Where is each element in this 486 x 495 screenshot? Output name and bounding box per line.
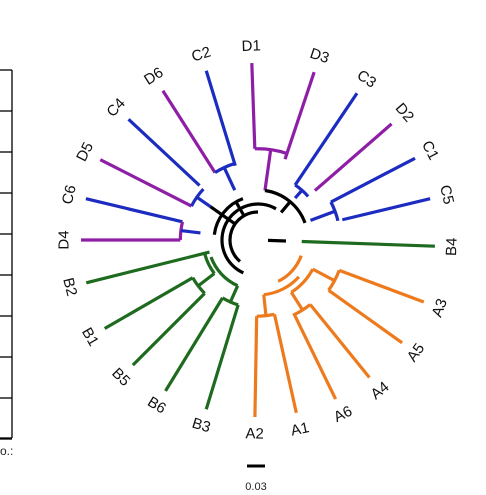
branch-a5: [327, 289, 404, 345]
branch-c1: [330, 156, 416, 204]
branch-c2: [204, 70, 237, 167]
backbone-spoke-upper: [279, 200, 292, 214]
leaf-label-a3: A3: [429, 296, 451, 319]
leaf-label-d1: D1: [241, 37, 261, 55]
spoke-b5-b1: [197, 272, 216, 288]
leaf-label-b6: B6: [144, 393, 169, 417]
connector-a-upper: [290, 268, 315, 294]
tree-branches: [81, 63, 435, 418]
leaf-label-b3: B3: [190, 415, 213, 437]
spoke-a3-a5: [311, 267, 336, 283]
spoke-d4-c6: [180, 228, 201, 235]
leaf-label-c2: C2: [190, 44, 213, 66]
branch-c5: [341, 197, 431, 222]
branch-d5: [99, 158, 193, 208]
spoke-a1-a2: [262, 294, 268, 316]
leaf-label-a6: A6: [331, 403, 355, 426]
backbone-arc-inner: [220, 202, 277, 275]
spoke-d6-c2: [222, 166, 237, 191]
branch-c4: [127, 118, 201, 187]
leaf-label-c3: C3: [354, 67, 379, 92]
tree-backbone: [209, 188, 307, 275]
spoke-b2: [185, 250, 210, 260]
spoke-a4-a6: [289, 291, 304, 311]
branch-b1: [103, 276, 194, 330]
leaf-label-c1: C1: [418, 138, 442, 163]
side-axis-ticks: [0, 69, 12, 440]
spoke-d5-c4: [195, 195, 212, 209]
connector-a4-a6: [293, 303, 312, 316]
leaf-label-d5: D5: [73, 140, 97, 165]
branch-a1: [272, 314, 298, 414]
branch-b3: [204, 304, 240, 410]
leaf-label-b4: B4: [443, 237, 461, 256]
connector-a-base: [277, 255, 303, 283]
leaf-label-a1: A1: [289, 419, 311, 440]
backbone-arc-cd: [212, 197, 244, 235]
branch-d3: [283, 71, 316, 160]
branch-a4: [308, 303, 371, 379]
backbone-root-spoke: [267, 238, 287, 243]
connector-a-mid: [263, 275, 301, 297]
scale-bar: 0.03: [245, 464, 267, 493]
backbone-arc-core: [228, 210, 259, 263]
connector-a3-a5: [327, 269, 341, 292]
leaf-label-b1: B1: [78, 325, 102, 349]
leaf-label-d2: D2: [392, 100, 417, 126]
branch-d6: [161, 89, 217, 174]
branch-d2: [313, 122, 393, 192]
leaf-label-a4: A4: [368, 378, 393, 403]
branch-c3: [293, 92, 359, 186]
branch-b5: [131, 292, 206, 367]
connector-c1-c5: [329, 201, 340, 222]
leaf-label-b5: B5: [108, 365, 133, 390]
spoke-d1-d3: [263, 149, 273, 191]
branch-d1: [250, 63, 257, 149]
spoke-c1-c5: [309, 209, 336, 222]
branch-c6: [85, 197, 183, 224]
spoke-c3-d2: [293, 189, 304, 200]
branch-b2: [85, 256, 187, 285]
leaf-label-c5: C5: [436, 183, 457, 206]
scale-bar-label: 0.03: [245, 481, 266, 493]
backbone-spoke-d6: [234, 201, 246, 217]
leaf-label-c6: C6: [59, 183, 80, 206]
side-axis-fragment-label: o.:: [0, 444, 13, 458]
leaf-label-d6: D6: [141, 64, 166, 89]
leaf-label-d4: D4: [56, 230, 73, 249]
leaf-label-a5: A5: [404, 340, 429, 365]
branch-a2: [253, 316, 259, 418]
branch-b6: [164, 297, 224, 392]
leaf-label-a2: A2: [245, 425, 264, 442]
branch-a6: [292, 312, 338, 400]
side-axis: o.:: [0, 69, 13, 458]
connector-b-base: [209, 256, 239, 288]
backbone-spoke-cd: [209, 205, 236, 226]
branch-a3: [338, 268, 425, 304]
leaf-label-d3: D3: [308, 45, 332, 67]
leaf-label-c4: C4: [103, 95, 129, 121]
leaf-label-b2: B2: [59, 276, 80, 298]
connector-b-outer: [203, 252, 216, 275]
spoke-b3-b6: [228, 285, 240, 303]
branch-b4: [301, 239, 435, 248]
